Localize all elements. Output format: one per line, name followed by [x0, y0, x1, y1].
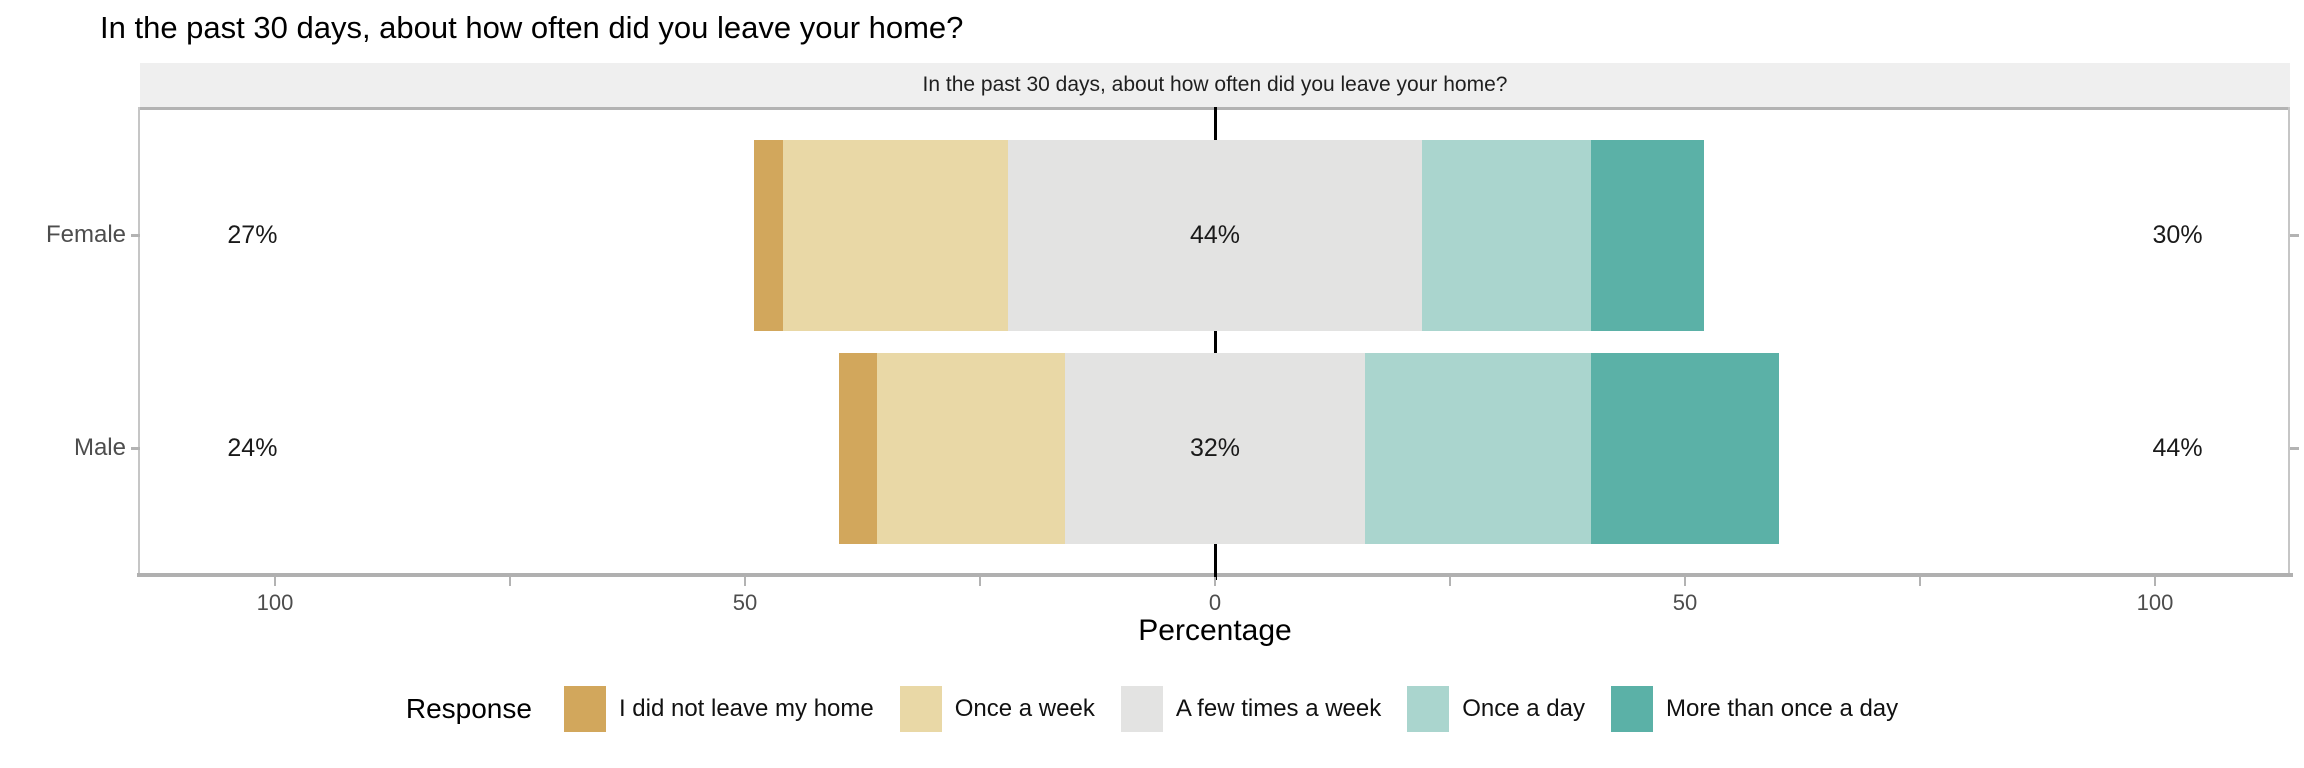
bar-center-label: 44%	[1189, 220, 1241, 249]
facet-strip-label: In the past 30 days, about how often did…	[922, 73, 1508, 96]
x-axis-title: Percentage	[1138, 614, 1292, 647]
bar-right-total-label: 44%	[2152, 433, 2203, 462]
y-axis-tick-left	[131, 447, 140, 450]
facet-strip: In the past 30 days, about how often did…	[140, 63, 2290, 107]
x-axis-tick	[1919, 577, 1921, 586]
legend-item: More than once a day	[1611, 686, 1898, 732]
zero-reference-line	[1213, 107, 1217, 580]
x-axis-tick-label: 50	[1672, 590, 1698, 615]
y-axis-label: Female	[45, 220, 126, 248]
bar-segment-i-did-not-leave-my-home	[754, 140, 783, 331]
legend-title: Response	[405, 693, 532, 724]
legend-item: Once a day	[1407, 686, 1585, 732]
x-axis-tick	[509, 577, 511, 586]
legend-swatch-once-a-day	[1407, 686, 1450, 732]
bar-segment-more-than-once-a-day	[1591, 353, 1779, 544]
bar-segment-once-a-week	[876, 353, 1065, 544]
chart-title: In the past 30 days, about how often did…	[100, 10, 964, 45]
legend-swatch-once-a-week	[899, 686, 942, 732]
bar-segment-once-a-day	[1421, 140, 1591, 331]
bar-segment-a-few-times-a-week	[1008, 140, 1422, 331]
legend-item-label: Once a day	[1462, 695, 1585, 722]
legend-swatch-more-than-once-a-day	[1611, 686, 1653, 732]
x-axis-tick	[2154, 577, 2156, 586]
bar-left-total-label: 24%	[227, 433, 278, 462]
x-axis-tick	[1684, 577, 1686, 586]
legend-item: I did not leave my home	[563, 686, 874, 732]
bar-left-total-label: 27%	[227, 220, 278, 249]
bar-center-label: 32%	[1189, 433, 1241, 462]
x-axis-tick	[979, 577, 981, 586]
y-axis-tick-left	[131, 234, 140, 237]
legend-item-label: More than once a day	[1666, 695, 1899, 722]
legend-item-label: Once a week	[954, 695, 1095, 722]
x-axis-tick	[1449, 577, 1451, 586]
x-axis-tick-label: 50	[732, 590, 758, 615]
bar-segment-once-a-week	[782, 140, 1009, 331]
legend: Response I did not leave my home Once a w…	[0, 686, 2304, 732]
legend-item-label: A few times a week	[1175, 695, 1382, 722]
legend-item-label: I did not leave my home	[618, 695, 874, 722]
y-axis-tick-right	[2290, 447, 2299, 450]
y-axis-tick-right	[2290, 234, 2299, 237]
x-axis-tick-label: 100	[256, 590, 294, 615]
y-axis-label: Male	[73, 433, 126, 461]
legend-item: A few times a week	[1120, 686, 1382, 732]
legend-swatch-i-did-not-leave-my-home	[563, 686, 606, 732]
bar-segment-once-a-day	[1365, 353, 1591, 544]
bar-segment-a-few-times-a-week	[1064, 353, 1366, 544]
x-axis-tick-label: 100	[2136, 590, 2174, 615]
bar-right-total-label: 30%	[2152, 220, 2203, 249]
panel-border-right	[2288, 107, 2290, 573]
x-axis-tick	[1214, 577, 1216, 586]
bar-segment-i-did-not-leave-my-home	[839, 353, 877, 544]
legend-item: Once a week	[899, 686, 1095, 732]
x-axis-tick-label: 0	[1208, 590, 1222, 615]
x-axis-tick	[274, 577, 276, 586]
x-axis-tick	[744, 577, 746, 586]
panel-border-left	[138, 107, 140, 573]
bar-segment-more-than-once-a-day	[1591, 140, 1704, 331]
legend-swatch-a-few-times-a-week	[1120, 686, 1163, 732]
